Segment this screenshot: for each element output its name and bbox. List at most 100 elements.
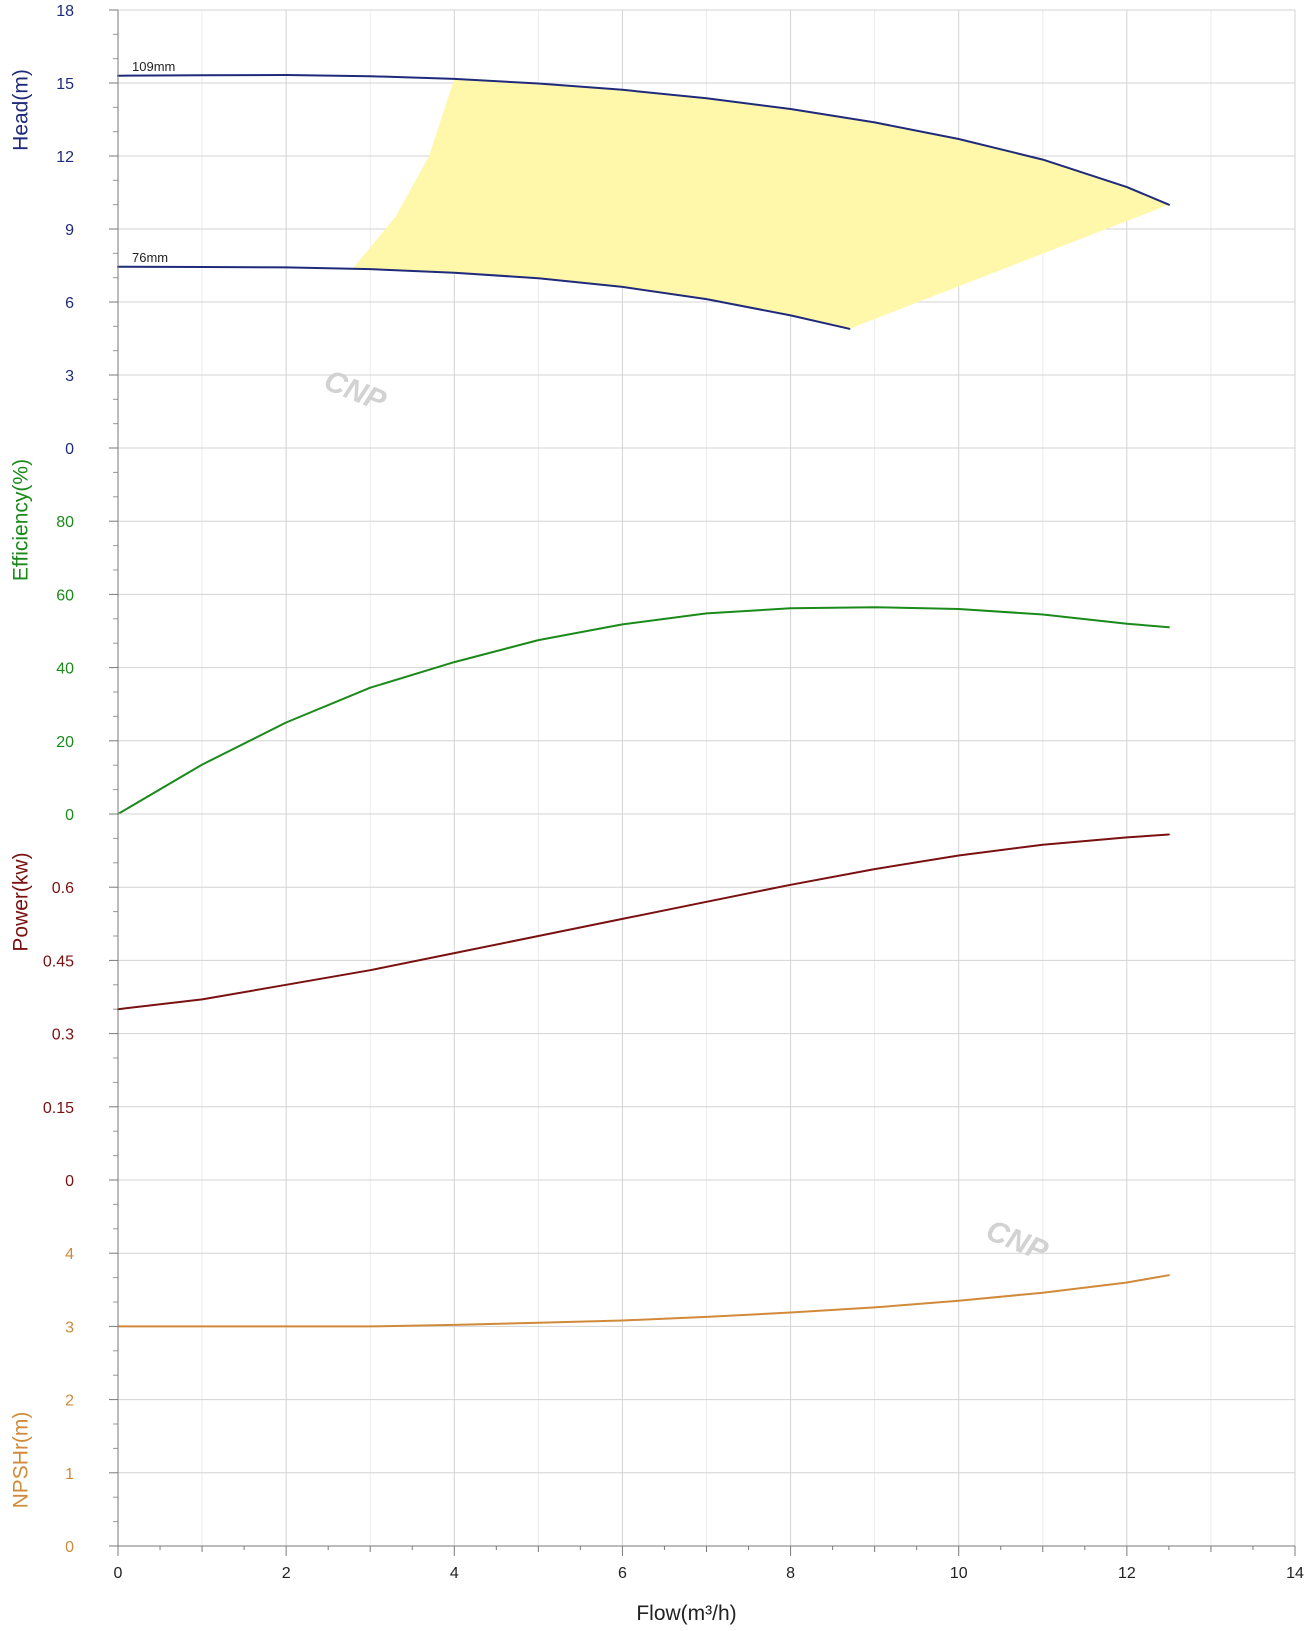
efficiency-curve — [117, 606, 1170, 815]
npshr-point — [705, 1316, 708, 1318]
y-tick-label: 0 — [65, 1539, 74, 1556]
head-point — [1042, 159, 1044, 161]
power-point — [789, 884, 792, 886]
y-tick-label: 6 — [65, 295, 74, 312]
head-axis-title: Head(m) — [10, 69, 33, 151]
watermark-top: CNP — [319, 364, 391, 419]
head-point — [789, 108, 792, 110]
power-point — [369, 969, 371, 971]
x-tick-label: 2 — [282, 1565, 291, 1582]
y-tick-label: 40 — [56, 661, 74, 678]
y-tick-label: 12 — [56, 149, 74, 166]
x-tick-label: 4 — [450, 1565, 459, 1582]
impeller-label-109mm: 109mm — [132, 59, 175, 74]
y-tick-label: 0.3 — [52, 1027, 74, 1044]
efficiency-point — [1042, 613, 1044, 616]
efficiency-point — [958, 608, 960, 610]
head-point — [201, 74, 203, 76]
y-tick-label: 0.6 — [52, 880, 74, 897]
operating-region — [353, 78, 1169, 329]
npshr-point — [369, 1325, 371, 1327]
x-tick-label: 6 — [618, 1565, 627, 1582]
efficiency-axis-title: Efficiency(%) — [10, 459, 33, 581]
head-point — [285, 74, 287, 76]
head-point — [1126, 186, 1128, 188]
x-tick-label: 12 — [1118, 1565, 1136, 1582]
head-point — [705, 97, 708, 99]
power-curve — [117, 833, 1170, 1011]
impeller-label-76mm: 76mm — [132, 250, 168, 265]
x-tick-label: 8 — [786, 1565, 795, 1582]
npshr-point — [874, 1306, 876, 1308]
power-point — [621, 918, 624, 920]
head-point — [789, 314, 792, 316]
head-curve-76mm — [117, 265, 851, 330]
efficiency-point — [1126, 623, 1128, 625]
head-point — [453, 272, 455, 274]
head-point — [537, 277, 539, 279]
power-point — [201, 998, 203, 1001]
head-point — [537, 82, 539, 85]
y-tick-label: 3 — [65, 368, 74, 385]
power-point — [285, 984, 287, 986]
power-point — [874, 868, 876, 870]
efficiency-point — [874, 606, 876, 608]
head-curve-109mm — [117, 74, 1170, 206]
npshr-point — [1042, 1292, 1044, 1294]
y-tick-label: 1 — [65, 1466, 74, 1483]
head-point — [369, 268, 371, 270]
y-tick-label: 80 — [56, 514, 74, 531]
y-tick-label: 15 — [56, 76, 74, 93]
power-point — [705, 901, 708, 903]
y-tick-label: 0.45 — [43, 953, 74, 970]
efficiency-point — [453, 661, 455, 663]
head-point — [201, 266, 203, 268]
npshr-point — [285, 1325, 287, 1327]
efficiency-point — [201, 763, 203, 766]
npshr-point — [1168, 1274, 1170, 1276]
efficiency-point — [621, 623, 624, 626]
y-tick-label: 4 — [65, 1246, 74, 1263]
npshr-point — [1126, 1281, 1128, 1284]
efficiency-point — [1168, 626, 1170, 628]
head-point — [958, 138, 960, 140]
power-point — [1168, 833, 1170, 836]
head-point — [621, 89, 624, 91]
x-tick-label: 14 — [1286, 1565, 1304, 1582]
npshr-axis-title: NPSHr(m) — [10, 1412, 33, 1509]
power-point — [1126, 836, 1128, 839]
power-point — [453, 952, 455, 954]
x-axis-title: Flow(m³/h) — [636, 1602, 736, 1625]
y-tick-label: 9 — [65, 222, 74, 239]
power-point — [537, 935, 539, 937]
head-point — [1168, 204, 1170, 206]
efficiency-point — [705, 612, 708, 615]
head-point — [848, 328, 851, 330]
y-tick-label: 0 — [65, 1173, 74, 1190]
head-point — [369, 75, 371, 77]
power-point — [1042, 844, 1044, 846]
y-tick-label: 60 — [56, 587, 74, 604]
y-tick-label: 2 — [65, 1393, 74, 1410]
npshr-point — [621, 1319, 624, 1322]
head-point — [285, 266, 287, 269]
npshr-curve — [117, 1274, 1170, 1328]
npshr-point — [453, 1324, 455, 1326]
head-point — [874, 121, 876, 124]
npshr-point — [958, 1300, 960, 1302]
power-axis-title: Power(kw) — [10, 852, 33, 951]
x-tick-label: 10 — [950, 1565, 968, 1582]
head-point — [621, 286, 624, 288]
head-point — [705, 298, 708, 300]
head-point — [453, 78, 455, 80]
efficiency-point — [537, 639, 539, 641]
power-point — [958, 854, 960, 857]
y-tick-label: 0 — [65, 807, 74, 824]
npshr-point — [537, 1322, 539, 1324]
y-tick-label: 18 — [56, 3, 74, 20]
npshr-point — [789, 1311, 792, 1314]
efficiency-point — [285, 721, 287, 724]
x-tick-label: 0 — [114, 1565, 123, 1582]
y-tick-label: 3 — [65, 1319, 74, 1336]
